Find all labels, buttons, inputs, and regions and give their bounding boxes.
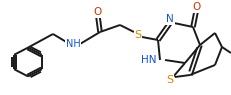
Text: O: O <box>94 7 102 17</box>
Text: N: N <box>165 14 173 24</box>
Text: S: S <box>166 75 173 85</box>
Text: HN: HN <box>141 55 156 65</box>
Text: NH: NH <box>65 39 80 49</box>
Text: O: O <box>192 2 200 12</box>
Text: S: S <box>134 30 141 40</box>
